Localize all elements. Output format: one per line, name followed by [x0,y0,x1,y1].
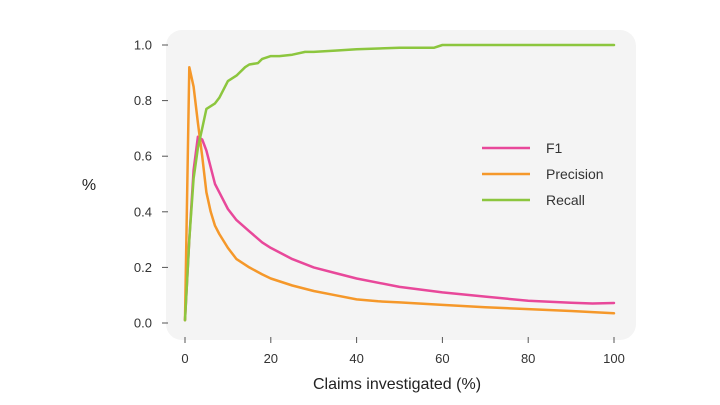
y-tick-label: 0.0 [134,316,152,331]
series-line-f1 [183,135,616,322]
x-axis-title: Claims investigated (%) [313,376,481,393]
x-tick-label: 100 [603,351,625,366]
y-tick-label: 0.4 [134,204,152,219]
legend-label-recall: Recall [546,192,585,208]
y-tick-label: 0.2 [134,260,152,275]
y-tick-label: 0.6 [134,149,152,164]
x-tick-label: 60 [435,351,449,366]
y-tick-label: 0.8 [134,93,152,108]
legend-label-f1: F1 [546,140,563,156]
series-line-recall [183,43,616,322]
x-tick-label: 0 [181,351,188,366]
plot-background [166,30,636,340]
series-line-precision [183,65,616,322]
legend-label-precision: Precision [546,166,604,182]
x-tick-label: 20 [264,351,278,366]
y-tick-label: 1.0 [134,38,152,53]
y-axis-title: % [82,177,96,194]
x-tick-label: 80 [521,351,535,366]
x-tick-label: 40 [349,351,363,366]
